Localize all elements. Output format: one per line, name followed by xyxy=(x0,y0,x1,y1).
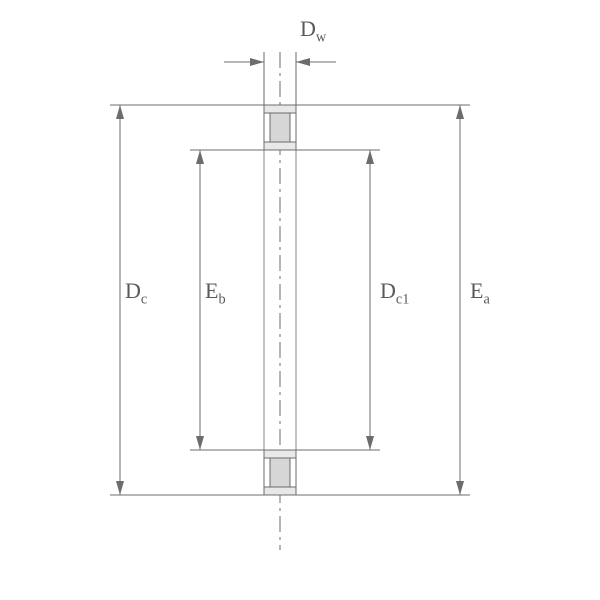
diagram-canvas: Dw Dc Eb Dc1 Ea xyxy=(0,0,600,600)
diagram-svg xyxy=(0,0,600,600)
label-Dc: Dc xyxy=(125,278,147,308)
label-Dw: Dw xyxy=(300,16,326,46)
label-Ea: Ea xyxy=(470,278,490,308)
label-Eb: Eb xyxy=(205,278,226,308)
label-Dc1: Dc1 xyxy=(380,278,409,308)
